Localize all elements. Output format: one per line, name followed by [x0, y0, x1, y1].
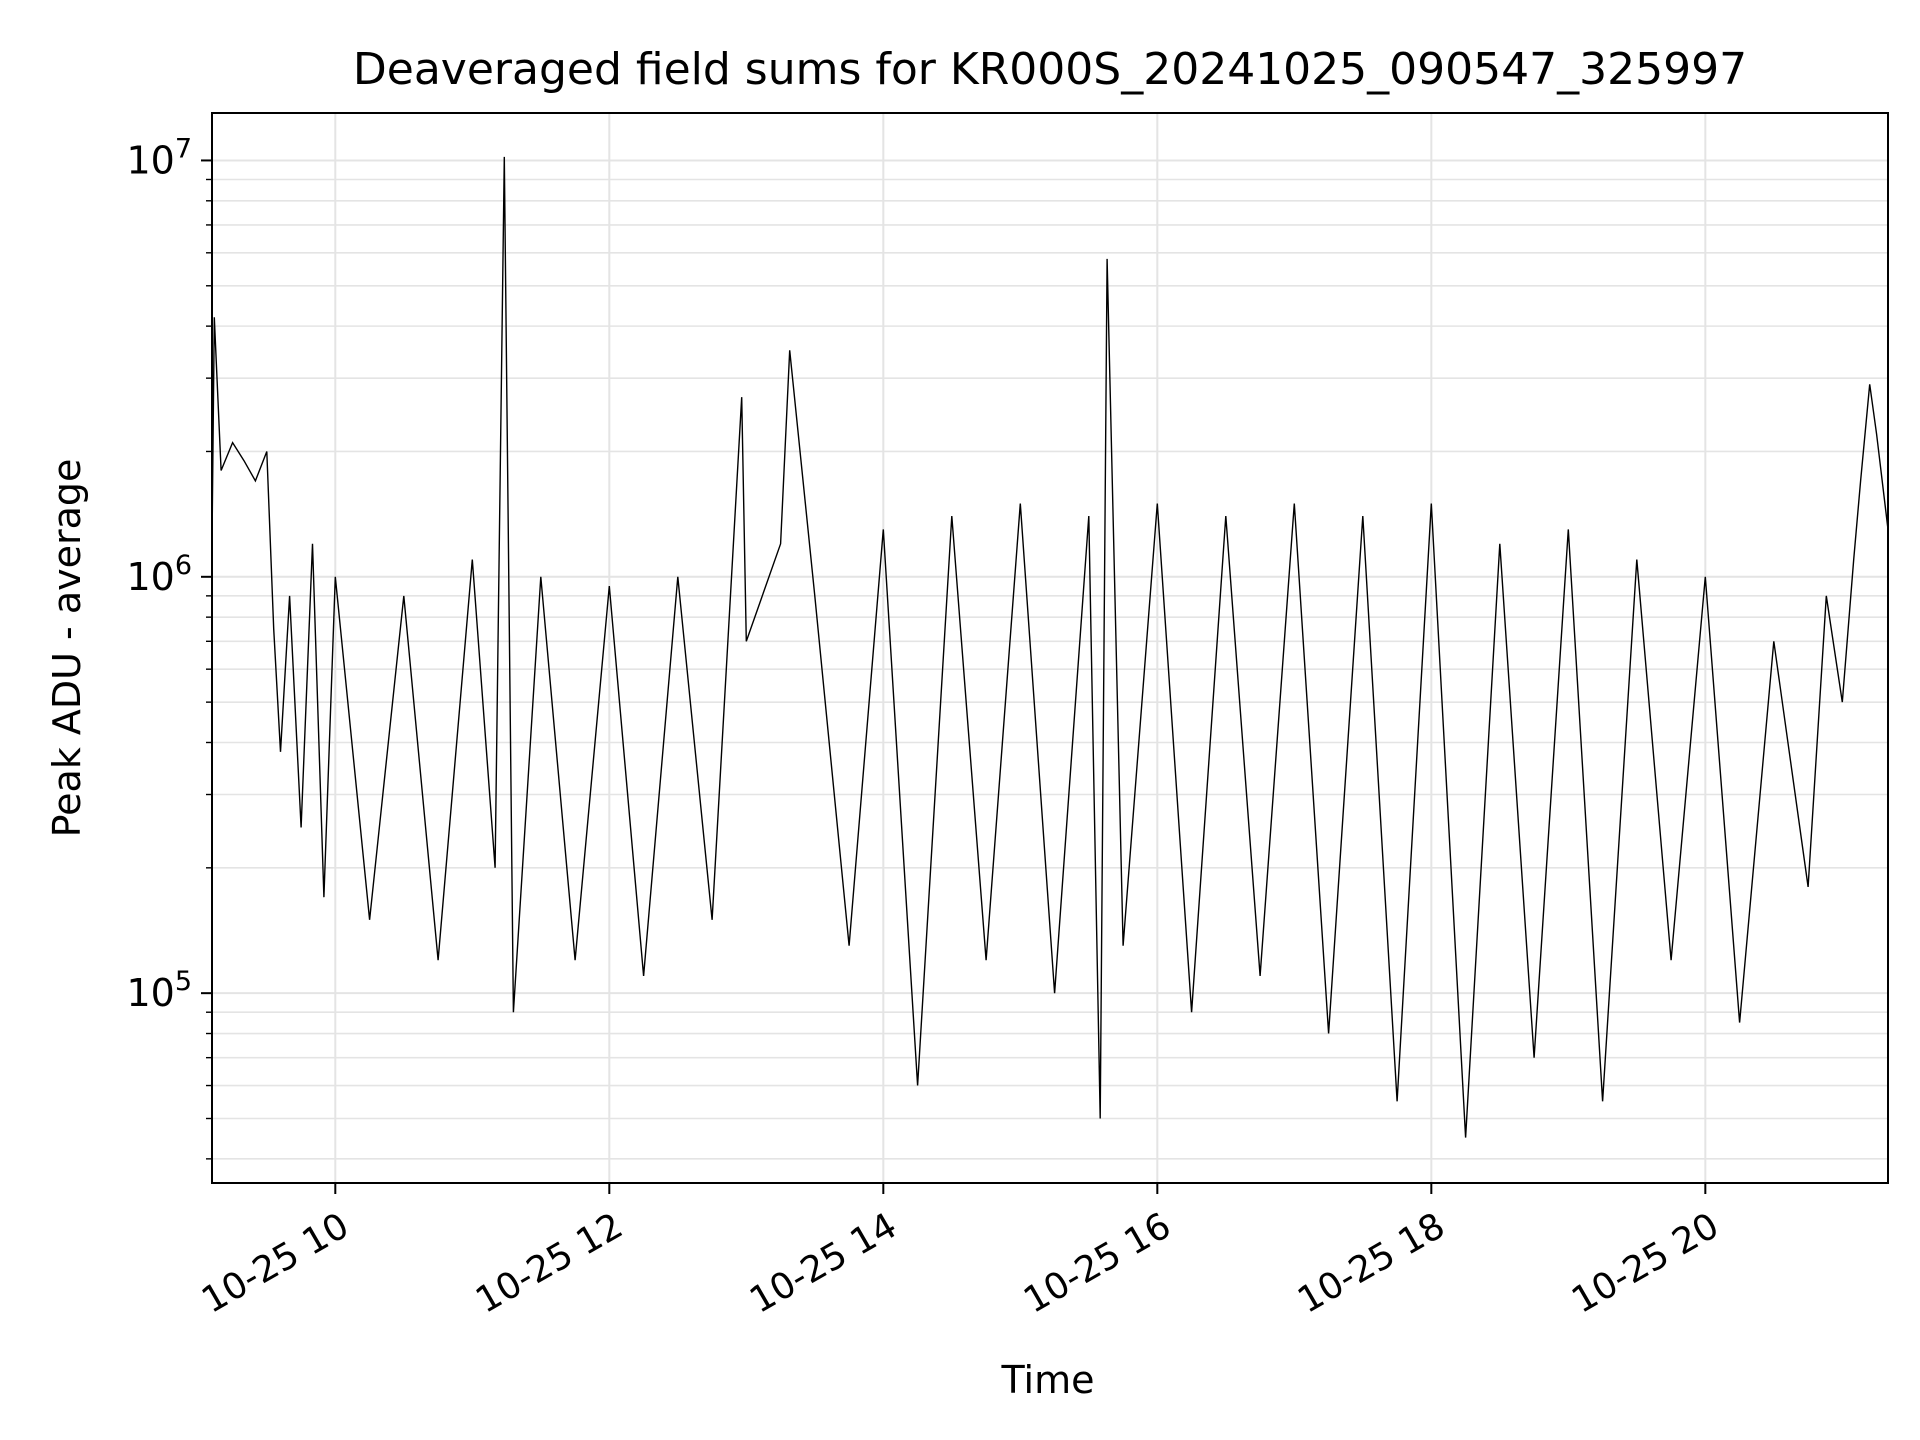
y-tick-label: 105	[126, 966, 192, 1015]
y-tick-labels: 107 106 105	[126, 133, 192, 1015]
series-line	[211, 156, 1889, 1138]
chart-title: Deaveraged field sums for KR000S_2024102…	[353, 44, 1747, 95]
x-axis-label: Time	[1001, 1358, 1095, 1402]
grid	[212, 113, 1888, 1183]
y-axis-label: Peak ADU - average	[45, 459, 89, 838]
tick-marks	[201, 159, 1707, 1194]
plot-area	[211, 156, 1889, 1138]
plot-frame	[211, 112, 1889, 1184]
y-tick-label: 107	[126, 133, 192, 182]
y-tick-label: 106	[126, 550, 192, 599]
